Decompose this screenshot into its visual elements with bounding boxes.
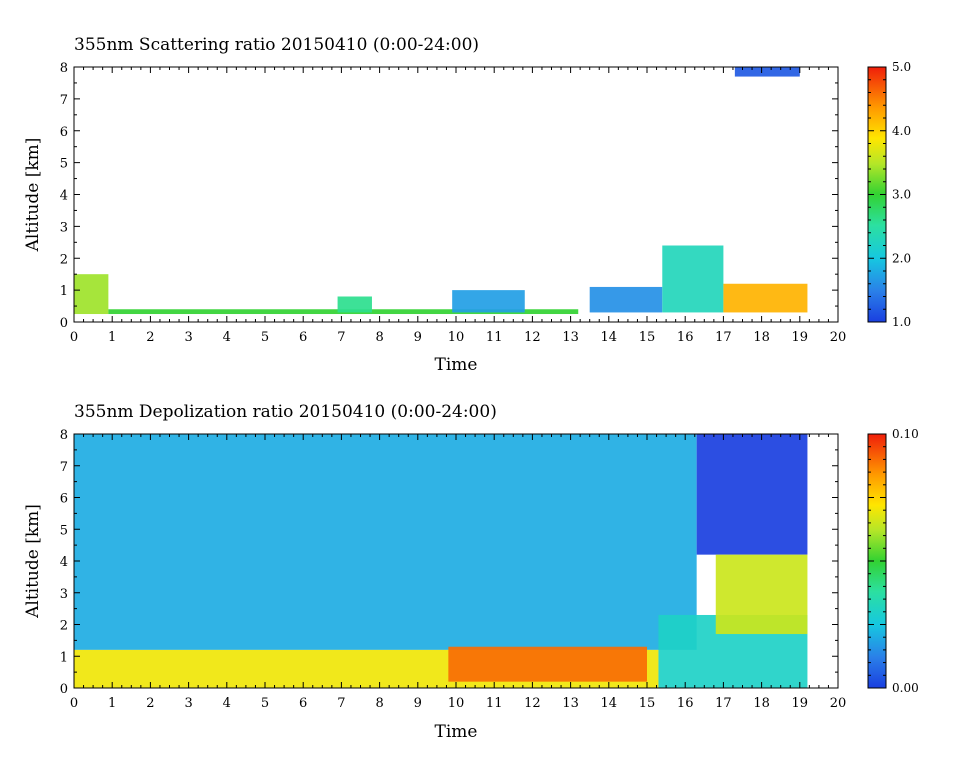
x-tick-label: 18 [753,696,770,711]
panel-2: 355nm Depolization ratio 20150410 (0:00-… [23,402,919,742]
x-tick-label: 17 [715,330,732,345]
heatmap-layer [74,434,808,688]
x-axis-label: Time [435,722,478,742]
x-tick-label: 16 [677,330,694,345]
y-tick-label: 4 [60,555,68,570]
heatmap-cell [74,274,109,315]
x-tick-label: 9 [414,330,422,345]
x-tick-label: 3 [184,696,192,711]
x-tick-label: 8 [375,696,383,711]
heatmap-cell [715,554,808,635]
y-tick-label: 2 [60,619,68,634]
colorbar-tick-label: 1.0 [892,315,911,329]
y-tick-label: 1 [60,284,68,299]
x-tick-label: 5 [261,696,269,711]
colorbar-tick-label: 3.0 [892,188,911,202]
x-tick-label: 17 [715,696,732,711]
heatmap-cell [337,296,372,313]
y-tick-label: 3 [60,587,68,602]
chart-title: 355nm Scattering ratio 20150410 (0:00-24… [74,35,479,55]
x-tick-label: 14 [601,330,618,345]
x-tick-label: 8 [375,330,383,345]
y-axis-label: Altitude [km] [23,138,43,253]
y-tick-label: 7 [60,460,68,475]
x-tick-label: 2 [146,696,154,711]
y-tick-label: 0 [60,316,68,331]
colorbar-tick-label: 0.10 [892,427,919,441]
heatmap-cell [662,245,724,313]
y-tick-label: 7 [60,93,68,108]
y-tick-label: 8 [60,428,68,443]
colorbar-tick-label: 4.0 [892,124,911,138]
x-tick-label: 20 [830,330,847,345]
x-tick-label: 7 [337,696,345,711]
x-tick-label: 13 [562,696,579,711]
x-tick-label: 13 [562,330,579,345]
x-tick-label: 7 [337,330,345,345]
x-tick-label: 2 [146,330,154,345]
x-tick-label: 12 [524,696,541,711]
x-tick-label: 3 [184,330,192,345]
y-tick-label: 5 [60,157,68,172]
colorbar-tick-label: 5.0 [892,60,911,74]
heatmap-cell [74,434,697,650]
colorbar-tick-label: 2.0 [892,251,911,265]
x-tick-label: 11 [486,696,503,711]
y-tick-label: 3 [60,220,68,235]
heatmap-layer [74,67,808,315]
x-tick-label: 18 [753,330,770,345]
heatmap-cell [734,67,800,77]
x-tick-label: 1 [108,330,116,345]
x-tick-label: 10 [448,330,465,345]
x-tick-label: 9 [414,696,422,711]
y-tick-label: 5 [60,523,68,538]
y-tick-label: 2 [60,252,68,267]
y-axis-label: Altitude [km] [23,504,43,619]
x-axis-label: Time [435,355,478,375]
x-tick-label: 4 [223,330,231,345]
heatmap-cell [723,283,808,313]
x-tick-label: 20 [830,696,847,711]
chart-title: 355nm Depolization ratio 20150410 (0:00-… [74,402,497,422]
x-tick-label: 19 [792,696,809,711]
x-tick-label: 14 [601,696,618,711]
y-tick-label: 0 [60,682,68,697]
heatmap-cell [448,646,647,682]
y-tick-label: 1 [60,650,68,665]
heatmap-cell [589,286,663,313]
heatmap-cell [696,434,808,555]
y-tick-label: 4 [60,189,68,204]
x-tick-label: 19 [792,330,809,345]
x-tick-label: 1 [108,696,116,711]
x-tick-label: 15 [639,330,656,345]
x-tick-label: 15 [639,696,656,711]
x-tick-label: 11 [486,330,503,345]
y-tick-label: 6 [60,492,68,507]
x-tick-label: 0 [70,330,78,345]
x-tick-label: 0 [70,696,78,711]
x-tick-label: 6 [299,696,307,711]
x-tick-label: 12 [524,330,541,345]
colorbar-tick-label: 0.00 [892,681,919,695]
x-tick-label: 4 [223,696,231,711]
x-tick-label: 10 [448,696,465,711]
y-tick-label: 6 [60,125,68,140]
heatmap-cell [452,290,525,313]
y-tick-label: 8 [60,61,68,76]
x-tick-label: 5 [261,330,269,345]
panel-1: 355nm Scattering ratio 20150410 (0:00-24… [23,35,911,375]
x-tick-label: 6 [299,330,307,345]
x-tick-label: 16 [677,696,694,711]
